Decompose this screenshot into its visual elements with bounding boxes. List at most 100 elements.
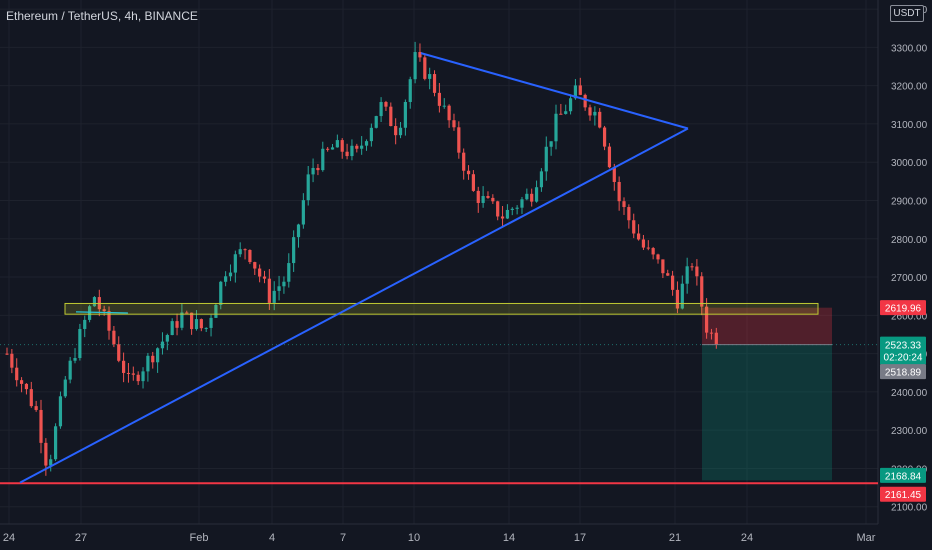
time-tick-label: 27	[75, 532, 87, 544]
candle-body	[15, 367, 19, 381]
candle-body	[10, 353, 14, 368]
grid-lines	[0, 0, 879, 525]
candle-body	[355, 145, 359, 149]
zone-top-price-label-bg[interactable]	[880, 300, 926, 316]
candle-body	[369, 127, 373, 142]
countdown-label: 02:20:24	[884, 353, 923, 364]
candle-body	[5, 353, 9, 355]
candle-body	[282, 281, 286, 287]
candle-body	[87, 306, 92, 320]
candle-body	[476, 190, 480, 203]
candle-body	[185, 312, 189, 314]
candle-body	[122, 360, 126, 373]
resistance-zone[interactable]	[64, 302, 819, 315]
candle-body	[559, 113, 563, 115]
candle-body	[34, 406, 38, 410]
candle-body	[126, 372, 131, 374]
level-price-label: 2518.89	[885, 368, 922, 379]
candle-body	[156, 348, 160, 363]
candle-body	[544, 146, 548, 172]
candle-body	[588, 107, 592, 116]
candle-body	[491, 197, 495, 202]
level-price-label-bg[interactable]	[880, 364, 926, 380]
candle-body	[350, 145, 354, 157]
candle-body	[78, 328, 82, 359]
candle-body	[360, 145, 364, 149]
candle-body	[117, 344, 121, 361]
candle-body	[700, 276, 704, 307]
candle-body	[564, 111, 568, 114]
candle-body	[617, 181, 621, 202]
candle-body	[68, 360, 72, 380]
candle-body	[102, 309, 106, 312]
take-profit-area[interactable]	[702, 344, 832, 481]
price-tick-label: 3200.00	[891, 82, 928, 93]
candle-body	[262, 276, 267, 279]
candle-body	[306, 174, 310, 201]
candle-body	[656, 254, 660, 260]
candle-body	[680, 283, 684, 309]
price-tick-label: 2300.00	[891, 426, 928, 437]
time-tick-label: 24	[741, 532, 753, 544]
candle-body	[709, 332, 714, 334]
ascending-trendline[interactable]	[19, 127, 689, 484]
candle-body	[209, 317, 213, 328]
candle-body	[573, 85, 578, 99]
candle-body	[296, 224, 301, 238]
level-stub[interactable]	[75, 311, 129, 314]
candle-body	[292, 237, 296, 264]
price-tick-label: 3300.00	[891, 43, 928, 54]
candle-body	[622, 201, 626, 208]
candle-body	[190, 312, 194, 330]
time-tick-label: 14	[503, 532, 515, 544]
price-tick-label: 2700.00	[891, 273, 928, 284]
candle-body	[364, 141, 369, 146]
candle-body	[714, 332, 718, 345]
price-axis[interactable]: 3400.003300.003200.003100.003000.002900.…	[880, 5, 928, 514]
candle-body	[505, 209, 510, 219]
candle-body	[92, 297, 97, 307]
candle-body	[258, 268, 262, 277]
candle-body	[670, 275, 675, 290]
candle-body	[248, 249, 252, 263]
time-tick-label: Feb	[190, 532, 209, 544]
candle-body	[160, 341, 165, 349]
candle-body	[39, 409, 43, 443]
target-price-label-bg[interactable]	[880, 467, 926, 483]
time-tick-label: 7	[340, 532, 346, 544]
candle-body	[418, 52, 422, 58]
time-axis[interactable]: 24 27 Feb 4 7 10 14 17 21 24 Mar	[3, 532, 876, 544]
price-tick-label: 2100.00	[891, 503, 928, 514]
candle-body	[457, 127, 461, 153]
last-price-bg[interactable]	[880, 336, 926, 365]
candle-body	[554, 113, 558, 142]
candle-body	[578, 85, 582, 95]
candle-body	[316, 167, 320, 171]
support-price-label-bg[interactable]	[880, 486, 926, 502]
candle-body	[651, 248, 655, 255]
time-tick-label: 24	[3, 532, 15, 544]
candle-body	[607, 146, 612, 168]
time-tick-label: 4	[269, 532, 275, 544]
candle-body	[520, 199, 524, 208]
currency-badge[interactable]: USDT	[890, 5, 924, 22]
candle-body	[199, 319, 203, 329]
candle-body	[539, 171, 544, 188]
candle-body	[705, 306, 709, 333]
candle-body	[641, 239, 646, 248]
candle-body	[73, 358, 77, 361]
candle-body	[53, 426, 58, 460]
annotations-front[interactable]	[0, 52, 878, 485]
price-tick-label: 3000.00	[891, 158, 928, 169]
candle-body	[384, 102, 388, 107]
candle-body	[228, 272, 233, 277]
candle-body	[131, 373, 135, 375]
candle-body	[204, 327, 208, 329]
candle-body	[141, 371, 145, 382]
descending-trendline[interactable]	[420, 52, 689, 130]
time-tick-label: Mar	[857, 532, 876, 544]
candle-body	[136, 374, 140, 382]
candle-body	[636, 233, 641, 240]
candle-body	[593, 111, 597, 116]
